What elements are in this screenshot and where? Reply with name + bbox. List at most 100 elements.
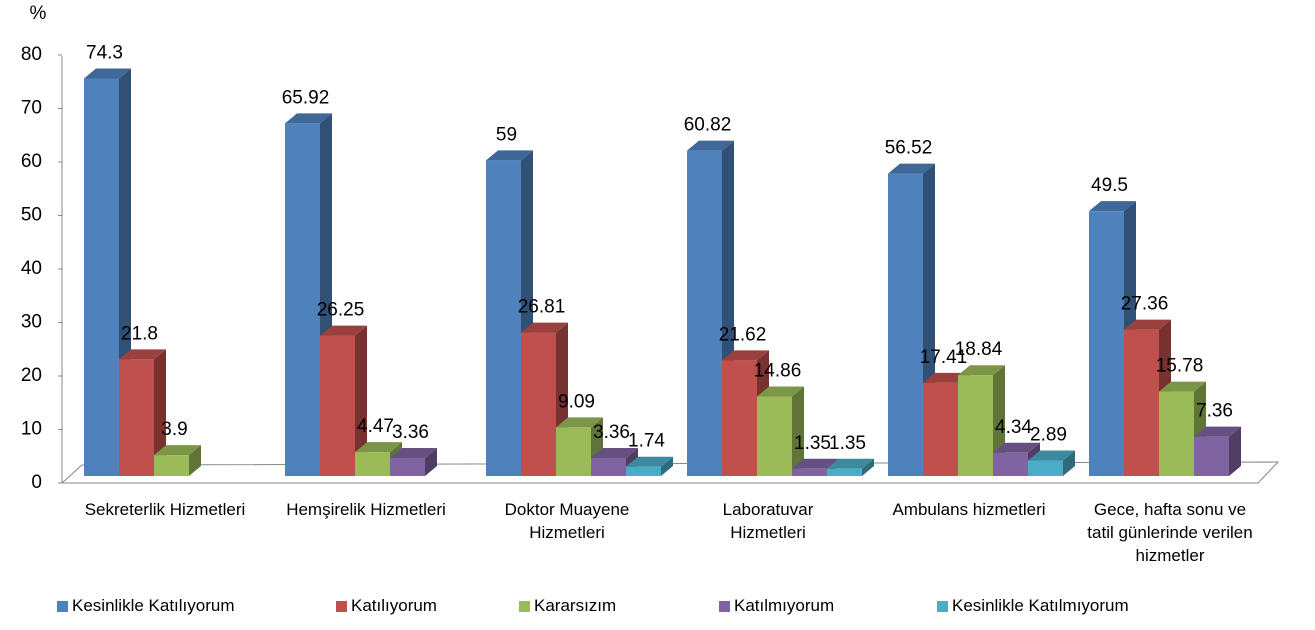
bar: [993, 452, 1028, 476]
legend-label: Kararsızım: [534, 596, 617, 615]
data-label: 9.09: [558, 391, 595, 412]
bar: [84, 78, 119, 477]
legend-swatch: [937, 600, 948, 612]
bar-top: [521, 322, 568, 333]
data-label: 7.36: [1196, 401, 1233, 422]
bar: [486, 160, 521, 476]
data-label: 3.9: [161, 419, 187, 440]
data-label: 74.3: [86, 43, 123, 64]
bar-top: [1089, 201, 1136, 212]
bar-top: [757, 386, 804, 397]
bar-top: [687, 140, 734, 151]
bar: [923, 382, 958, 476]
data-label: 2.89: [1030, 425, 1067, 446]
x-tick-label: Laboratuvar Hizmetleri: [722, 500, 814, 542]
data-label: 15.78: [1156, 356, 1204, 377]
bar: [827, 468, 862, 476]
data-label: 49.5: [1091, 175, 1128, 196]
bar-side: [355, 325, 367, 476]
legend-item: Katılıyorum: [336, 596, 437, 616]
bar: [355, 452, 390, 476]
bar-top: [84, 68, 131, 79]
y-tick-label: 60: [21, 151, 42, 172]
bar-top: [355, 442, 402, 453]
data-label: 56.52: [885, 138, 933, 159]
x-tick-label: Hemşirelik Hizmetleri: [286, 500, 446, 519]
bar: [119, 359, 154, 476]
bar-top: [958, 365, 1005, 376]
data-label: 21.8: [121, 323, 158, 344]
bar: [687, 150, 722, 476]
legend-label: Kesinlikle Katılmıyorum: [952, 596, 1129, 615]
data-label: 59: [496, 124, 517, 145]
bar: [1159, 391, 1194, 476]
x-tick-label: Sekreterlik Hizmetleri: [84, 500, 246, 519]
bar-side: [189, 445, 201, 476]
legend-label: Kesinlikle Katılıyorum: [72, 596, 235, 615]
bar-side: [1063, 450, 1075, 476]
bar: [792, 468, 827, 476]
data-label: 14.86: [754, 361, 802, 382]
legend-swatch: [719, 600, 730, 612]
y-tick-label: 80: [21, 44, 42, 65]
data-label: 21.62: [719, 324, 767, 345]
bar: [390, 458, 425, 476]
bar-top: [1028, 450, 1075, 461]
legend-item: Kesinlikle Katılıyorum: [57, 596, 235, 616]
data-label: 3.36: [392, 422, 429, 443]
y-tick-label: 10: [21, 419, 42, 440]
bar: [1089, 211, 1124, 477]
data-label: 26.25: [317, 300, 365, 321]
bar-top: [993, 442, 1040, 453]
y-tick-label: 70: [21, 98, 42, 119]
bar-side: [425, 448, 437, 476]
bar-side: [1229, 426, 1241, 476]
bar: [888, 173, 923, 477]
legend-label: Katılmıyorum: [734, 596, 835, 615]
legend-label: Katılıyorum: [351, 596, 437, 615]
bar: [285, 123, 320, 476]
y-tick-label: 0: [31, 472, 42, 493]
bar-top: [722, 350, 769, 361]
data-label: 17.41: [920, 347, 968, 368]
bar-side: [792, 386, 804, 476]
bar-top: [154, 445, 201, 456]
y-tick-label: 20: [21, 365, 42, 386]
bar-side: [154, 349, 166, 476]
bar: [1124, 329, 1159, 476]
bar-top: [486, 150, 533, 161]
bar: [320, 335, 355, 476]
bar: [1028, 460, 1063, 476]
bar: [626, 466, 661, 476]
bar-side: [661, 456, 673, 476]
x-tick-label: Ambulans hizmetleri: [892, 500, 1046, 519]
y-axis-label: %: [30, 3, 47, 24]
bar: [757, 396, 792, 476]
data-label: 4.34: [995, 417, 1032, 438]
bar-top: [626, 456, 673, 467]
legend-swatch: [336, 600, 347, 612]
bar-top: [1159, 381, 1206, 392]
bar-top: [792, 458, 839, 469]
bar-top: [119, 349, 166, 360]
legend-item: Kararsızım: [519, 596, 616, 616]
y-tick-label: 40: [21, 258, 42, 279]
bar: [958, 375, 993, 476]
bar: [521, 332, 556, 476]
x-tick-label: Gece, hafta sonu ve tatil günlerinde ver…: [1087, 500, 1253, 565]
y-tick-label: 50: [21, 205, 42, 226]
data-label: 65.92: [282, 87, 330, 108]
legend-swatch: [57, 600, 68, 612]
data-label: 26.81: [518, 297, 566, 318]
bar-top: [888, 163, 935, 174]
data-label: 60.82: [684, 115, 732, 136]
bar-top: [556, 417, 603, 428]
bar-top: [591, 448, 638, 459]
data-label: 4.47: [357, 416, 394, 437]
data-label: 1.35: [829, 433, 866, 454]
data-label: 1.74: [628, 431, 665, 452]
data-label: 18.84: [955, 339, 1003, 360]
bar-top: [320, 325, 367, 336]
